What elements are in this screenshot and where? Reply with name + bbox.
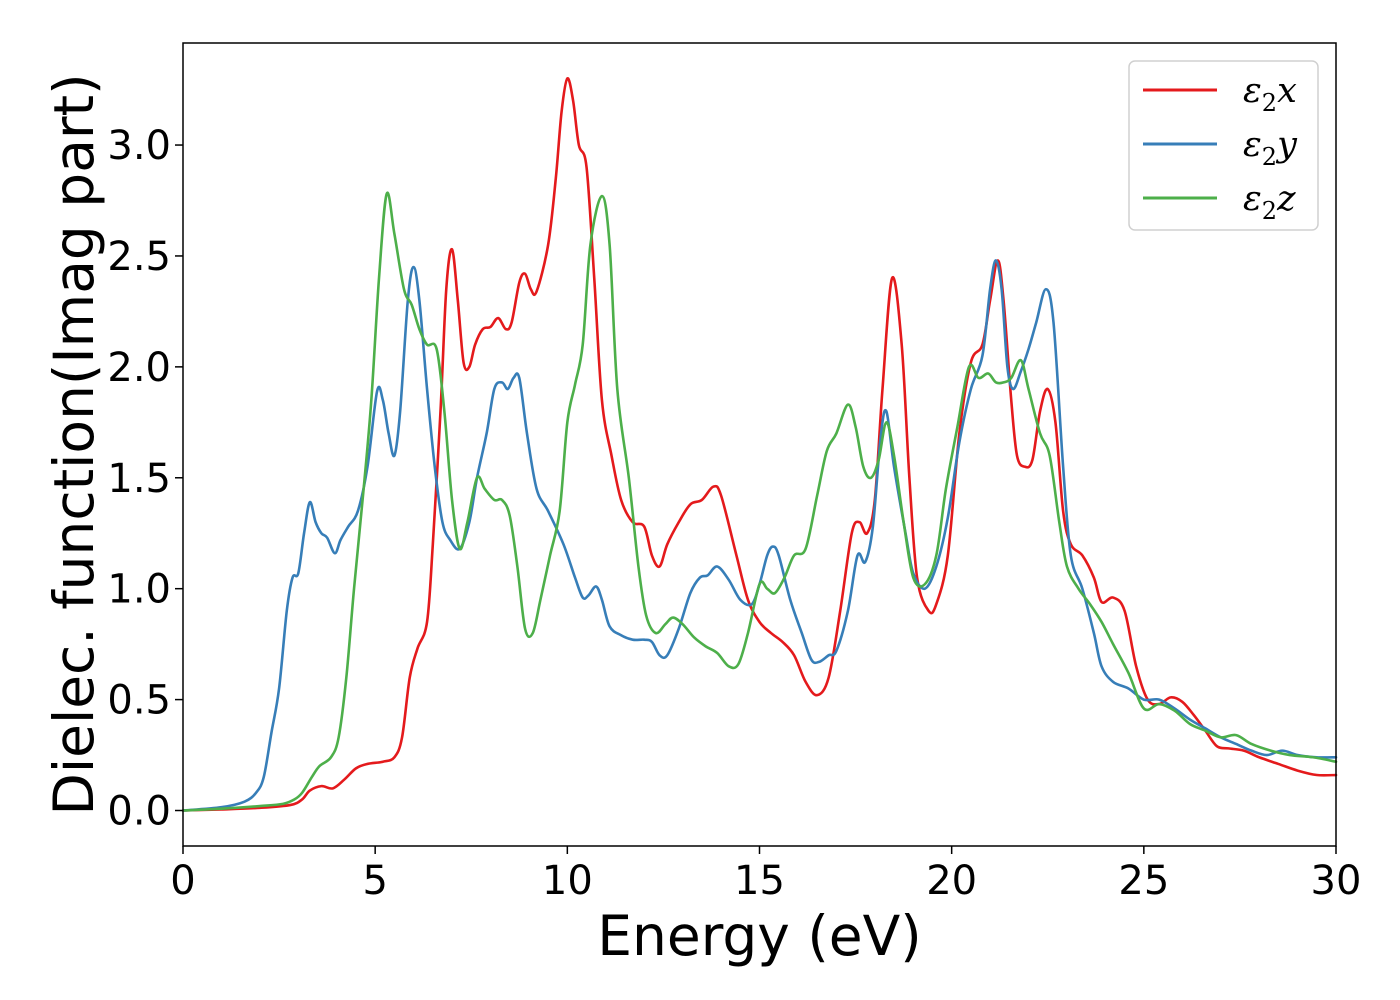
y-axis-label: Dielec. function(Imag part) <box>42 73 106 815</box>
x-tick-label: 30 <box>1311 858 1362 904</box>
x-axis-label: Energy (eV) <box>597 904 921 968</box>
legend-box <box>1128 60 1319 231</box>
y-tick-label: 0.5 <box>107 678 171 724</box>
x-tick-label: 20 <box>926 858 977 904</box>
y-axis-ticks: 0.0 0.5 1.0 1.5 2.0 2.5 3.0 <box>107 123 183 835</box>
x-tick-label: 10 <box>542 858 593 904</box>
legend: ε2x ε2y ε2z <box>1128 60 1319 231</box>
y-tick-label: 2.5 <box>107 234 171 280</box>
x-tick-label: 15 <box>734 858 785 904</box>
legend-items: ε2x ε2y ε2z <box>1143 71 1298 225</box>
series-line-y <box>181 259 1338 812</box>
series-line-x <box>181 77 1338 812</box>
legend-label-z: ε2z <box>1243 179 1296 225</box>
y-tick-label: 1.5 <box>107 456 171 502</box>
y-tick-label: 1.0 <box>107 567 171 613</box>
x-tick-label: 25 <box>1118 858 1169 904</box>
x-axis-ticks: 0 5 10 15 20 25 30 <box>170 846 1361 904</box>
legend-label-x: ε2x <box>1243 71 1297 117</box>
legend-label-y: ε2y <box>1243 125 1298 171</box>
x-tick-label: 0 <box>170 858 195 904</box>
x-tick-label: 5 <box>362 858 387 904</box>
plot-lines <box>181 77 1338 812</box>
y-tick-label: 0.0 <box>107 789 171 835</box>
y-tick-label: 3.0 <box>107 123 171 169</box>
y-tick-label: 2.0 <box>107 345 171 391</box>
series-line-z <box>181 191 1338 812</box>
